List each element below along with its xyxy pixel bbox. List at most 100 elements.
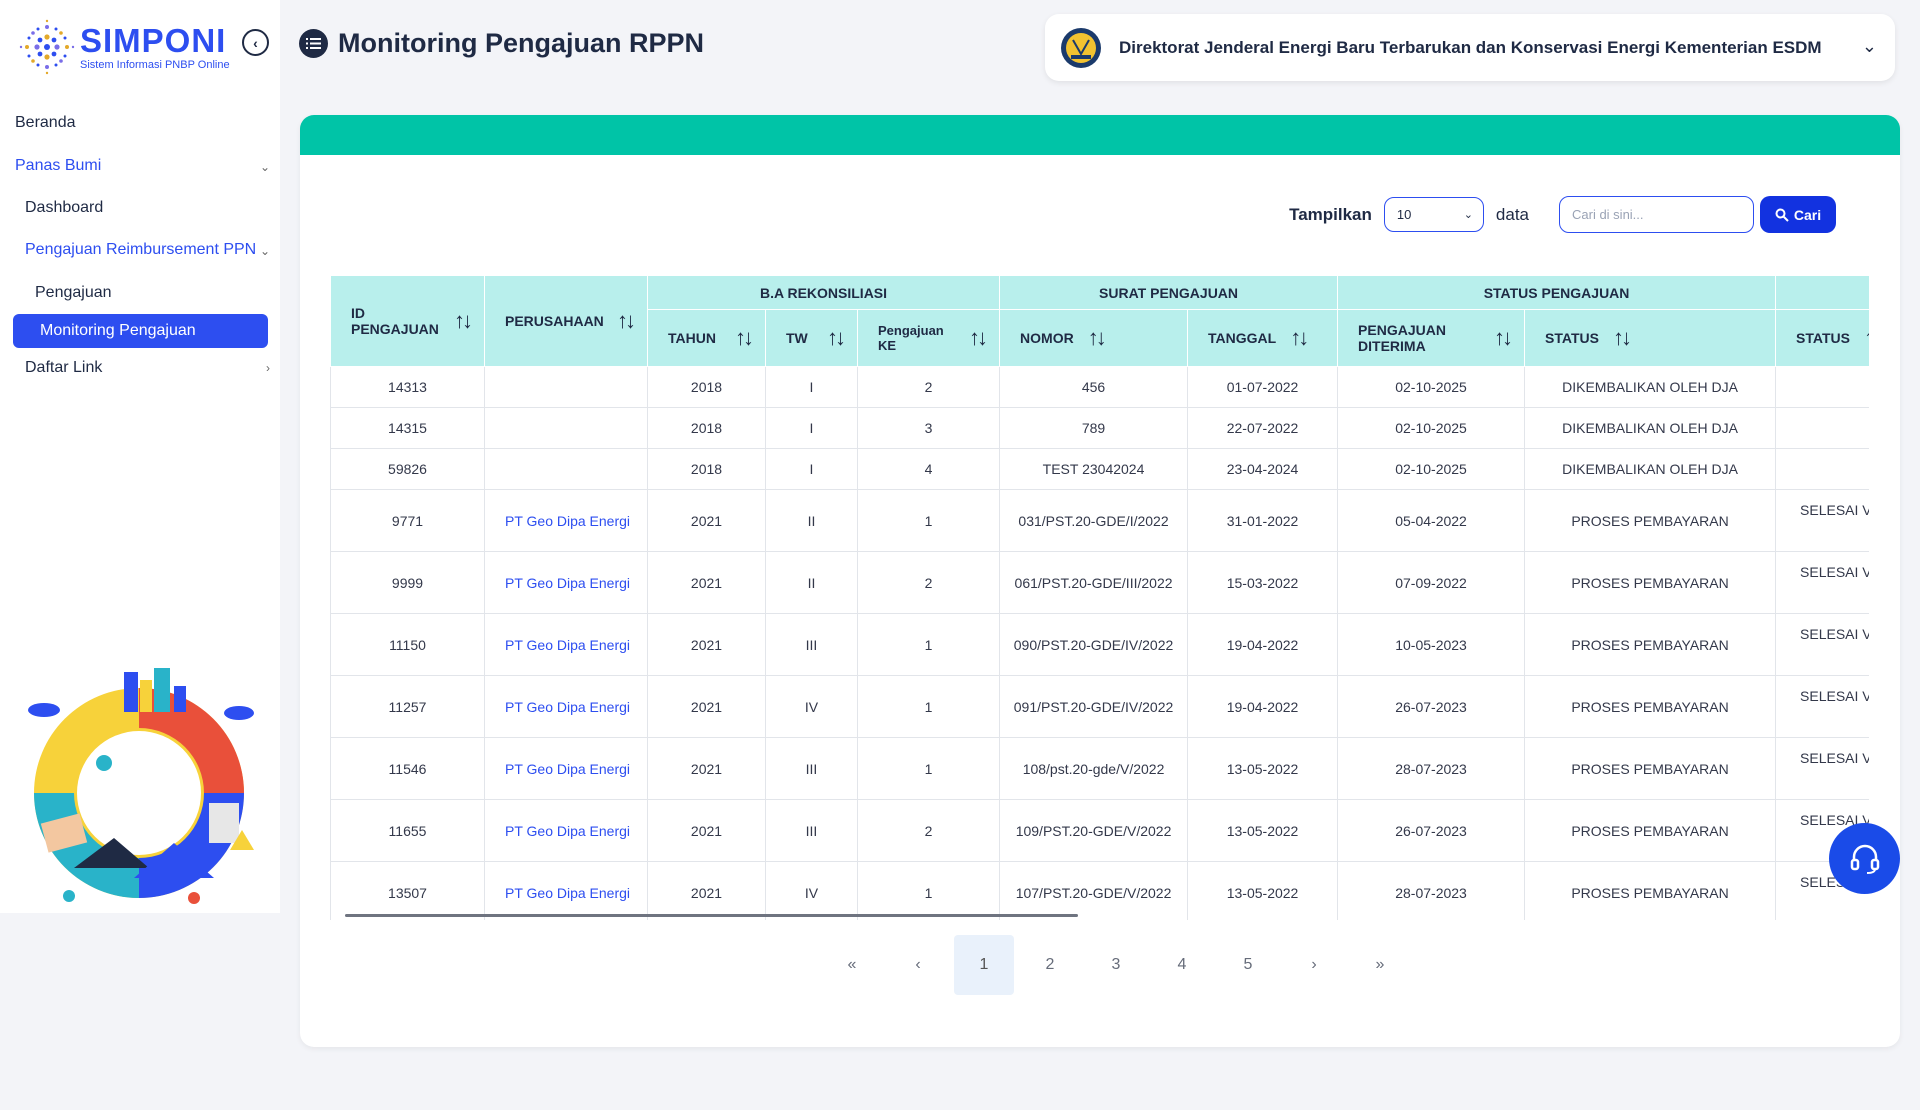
cell-status-2 [1775, 407, 1869, 449]
cell-status: PROSES PEMBAYARAN [1524, 737, 1777, 800]
cell-perusahaan[interactable]: PT Geo Dipa Energi [484, 861, 648, 920]
cell-id: 13507 [330, 861, 485, 920]
col-pengajuan-diterima[interactable]: PENGAJUAN DITERIMA ↑↓ [1337, 309, 1526, 367]
page-button-2[interactable]: 2 [1045, 956, 1055, 973]
next-page-button[interactable]: › [1311, 956, 1317, 973]
cell-diterima: 02-10-2025 [1337, 366, 1526, 408]
cell-perusahaan[interactable] [484, 366, 648, 408]
cell-nomor: 061/PST.20-GDE/III/2022 [999, 551, 1189, 614]
cell-perusahaan[interactable] [484, 407, 648, 449]
col-tanggal[interactable]: TANGGAL ↑↓ [1187, 309, 1339, 367]
sidebar-item-pengajuan-reimbursement[interactable]: Pengajuan Reimbursement PPN ⌄ [25, 241, 270, 259]
cell-nomor: 456 [999, 366, 1189, 408]
cell-perusahaan[interactable]: PT Geo Dipa Energi [484, 551, 648, 614]
cell-tahun: 2021 [647, 799, 766, 862]
cell-nomor: TEST 23042024 [999, 448, 1189, 490]
cell-perusahaan[interactable] [484, 448, 648, 490]
chevron-left-circle-icon[interactable]: ‹ [242, 29, 269, 56]
cell-status: PROSES PEMBAYARAN [1524, 675, 1777, 738]
sort-icon[interactable]: ↑↓ [827, 325, 846, 350]
cell-id: 14313 [330, 366, 485, 408]
sidebar-item-pengajuan[interactable]: Pengajuan [35, 284, 265, 302]
cell-diterima: 02-10-2025 [1337, 448, 1526, 490]
horizontal-scrollbar[interactable] [345, 914, 1078, 917]
cell-diterima: 10-05-2023 [1337, 613, 1526, 676]
cell-status: PROSES PEMBAYARAN [1524, 613, 1777, 676]
sort-icon[interactable]: ↑↓ [454, 308, 473, 333]
col-perusahaan[interactable]: PERUSAHAAN ↑↓ [484, 275, 648, 367]
sort-icon[interactable]: ↑↓ [969, 325, 988, 350]
page-title: Monitoring Pengajuan RPPN [338, 28, 705, 58]
sort-icon[interactable]: ↑↓ [1864, 325, 1869, 351]
cell-status: DIKEMBALIKAN OLEH DJA [1524, 448, 1777, 490]
cell-diterima: 26-07-2023 [1337, 675, 1526, 738]
cell-tw: IV [765, 675, 858, 738]
cell-tanggal: 19-04-2022 [1187, 613, 1339, 676]
cell-perusahaan[interactable]: PT Geo Dipa Energi [484, 489, 648, 552]
cell-tanggal: 13-05-2022 [1187, 737, 1339, 800]
search-input[interactable] [1559, 196, 1754, 233]
page-button-5[interactable]: 5 [1243, 956, 1253, 973]
cell-diterima: 05-04-2022 [1337, 489, 1526, 552]
sort-icon[interactable]: ↑↓ [1494, 325, 1513, 350]
last-page-button[interactable]: » [1375, 956, 1385, 973]
cell-pengajuan-ke: 1 [856, 489, 1001, 552]
page-button-1[interactable]: 1 [954, 935, 1014, 995]
sort-icon[interactable]: ↑↓ [1290, 325, 1309, 350]
first-page-button[interactable]: « [847, 956, 857, 973]
cell-status: PROSES PEMBAYARAN [1524, 551, 1777, 614]
cell-status: DIKEMBALIKAN OLEH DJA [1524, 407, 1777, 449]
sidebar-item-daftar-link[interactable]: Daftar Link › [25, 359, 270, 377]
cell-tahun: 2021 [647, 613, 766, 676]
sort-icon[interactable]: ↑↓ [1612, 325, 1632, 350]
cell-tahun: 2021 [647, 489, 766, 552]
list-icon [299, 29, 328, 58]
search-button[interactable]: Cari [1760, 196, 1836, 233]
sort-icon[interactable]: ↑↓ [735, 325, 754, 350]
cell-nomor: 091/PST.20-GDE/IV/2022 [999, 675, 1189, 738]
sidebar-item-label: Panas Bumi [15, 157, 102, 174]
sidebar-item-label: Monitoring Pengajuan [40, 322, 196, 339]
page-button-3[interactable]: 3 [1111, 956, 1121, 973]
cell-status: PROSES PEMBAYARAN [1524, 799, 1777, 862]
col-nomor[interactable]: NOMOR ↑↓ [999, 309, 1189, 367]
sidebar-item-monitoring-pengajuan[interactable]: Monitoring Pengajuan [13, 314, 268, 348]
cell-perusahaan[interactable]: PT Geo Dipa Energi [484, 737, 648, 800]
cell-status-2: SELESAI VE [1775, 737, 1869, 800]
data-label: data [1495, 204, 1529, 224]
cell-perusahaan[interactable]: PT Geo Dipa Energi [484, 675, 648, 738]
col-tahun[interactable]: TAHUN ↑↓ [647, 309, 766, 367]
table-row: 9771 PT Geo Dipa Energi 2021 II 1 031/PS… [330, 489, 1869, 552]
cell-tanggal: 23-04-2024 [1187, 448, 1339, 490]
app-logo[interactable]: SIMPONI Sistem Informasi PNBP Online [18, 18, 230, 76]
chevron-down-icon: ⌄ [1463, 209, 1473, 221]
page-size-select[interactable]: 10 ⌄ [1383, 197, 1484, 232]
help-button[interactable] [1829, 823, 1900, 894]
page-button-4[interactable]: 4 [1177, 956, 1187, 973]
cell-status: DIKEMBALIKAN OLEH DJA [1524, 366, 1777, 408]
cell-pengajuan-ke: 2 [856, 366, 1001, 408]
sidebar-item-beranda[interactable]: Beranda [15, 114, 265, 132]
table-row: 11257 PT Geo Dipa Energi 2021 IV 1 091/P… [330, 675, 1869, 738]
table-container[interactable]: ID PENGAJUAN ↑↓ PERUSAHAAN ↑↓ B.A REKONSIL… [330, 275, 1869, 920]
cell-pengajuan-ke: 3 [856, 407, 1001, 449]
cell-tw: I [765, 407, 858, 449]
sort-icon[interactable]: ↑↓ [617, 308, 636, 333]
sidebar-item-panas-bumi[interactable]: Panas Bumi ⌄ [15, 157, 270, 175]
cell-nomor: 107/PST.20-GDE/V/2022 [999, 861, 1189, 920]
prev-page-button[interactable]: ‹ [915, 956, 921, 973]
cell-perusahaan[interactable]: PT Geo Dipa Energi [484, 799, 648, 862]
col-status[interactable]: STATUS ↑↓ [1524, 309, 1777, 367]
col-pengajuan-ke[interactable]: Pengajuan KE ↑↓ [856, 309, 1001, 367]
sort-icon[interactable]: ↑↓ [1087, 325, 1107, 350]
cell-tw: IV [765, 861, 858, 920]
col-id-pengajuan[interactable]: ID PENGAJUAN ↑↓ [330, 275, 485, 367]
col-status-2[interactable]: STATUS↑↓ [1775, 309, 1869, 367]
col-tw[interactable]: TW ↑↓ [765, 309, 858, 367]
cell-perusahaan[interactable]: PT Geo Dipa Energi [484, 613, 648, 676]
cell-tanggal: 01-07-2022 [1187, 366, 1339, 408]
table-row: 14315 2018 I 3 789 22-07-2022 02-10-2025… [330, 407, 1869, 449]
sidebar-item-dashboard[interactable]: Dashboard [25, 199, 265, 217]
organization-select[interactable]: Direktorat Jenderal Energi Baru Terbaruk… [1045, 14, 1895, 81]
cell-tw: II [765, 489, 858, 552]
